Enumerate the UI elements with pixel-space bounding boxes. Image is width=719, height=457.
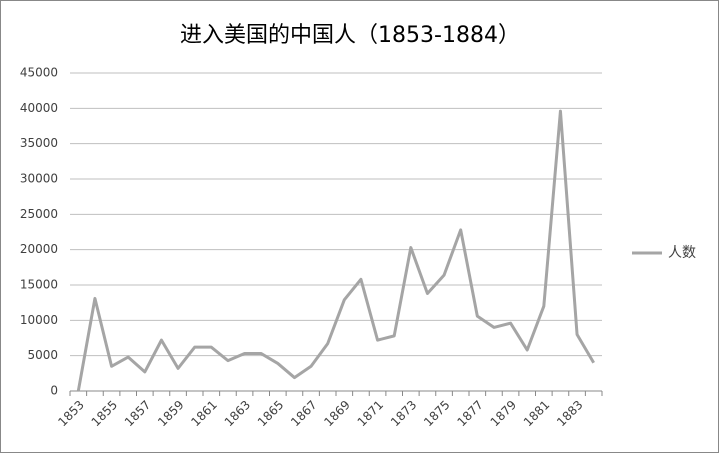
y-tick-label: 45000 [20, 66, 58, 80]
y-tick-label: 40000 [20, 101, 58, 115]
y-tick-label: 20000 [20, 242, 58, 256]
y-tick-label: 15000 [20, 278, 58, 292]
series-line [76, 109, 595, 392]
y-tick-label: 5000 [27, 348, 58, 362]
y-tick-label: 10000 [20, 313, 58, 327]
y-tick-label: 30000 [20, 172, 58, 186]
legend-label: 人数 [668, 245, 696, 261]
chart-title: 进入美国的中国人（1853-1884） [180, 23, 520, 48]
y-tick-label: 25000 [20, 207, 58, 221]
y-tick-label: 0 [50, 384, 58, 398]
y-tick-label: 35000 [20, 136, 58, 150]
